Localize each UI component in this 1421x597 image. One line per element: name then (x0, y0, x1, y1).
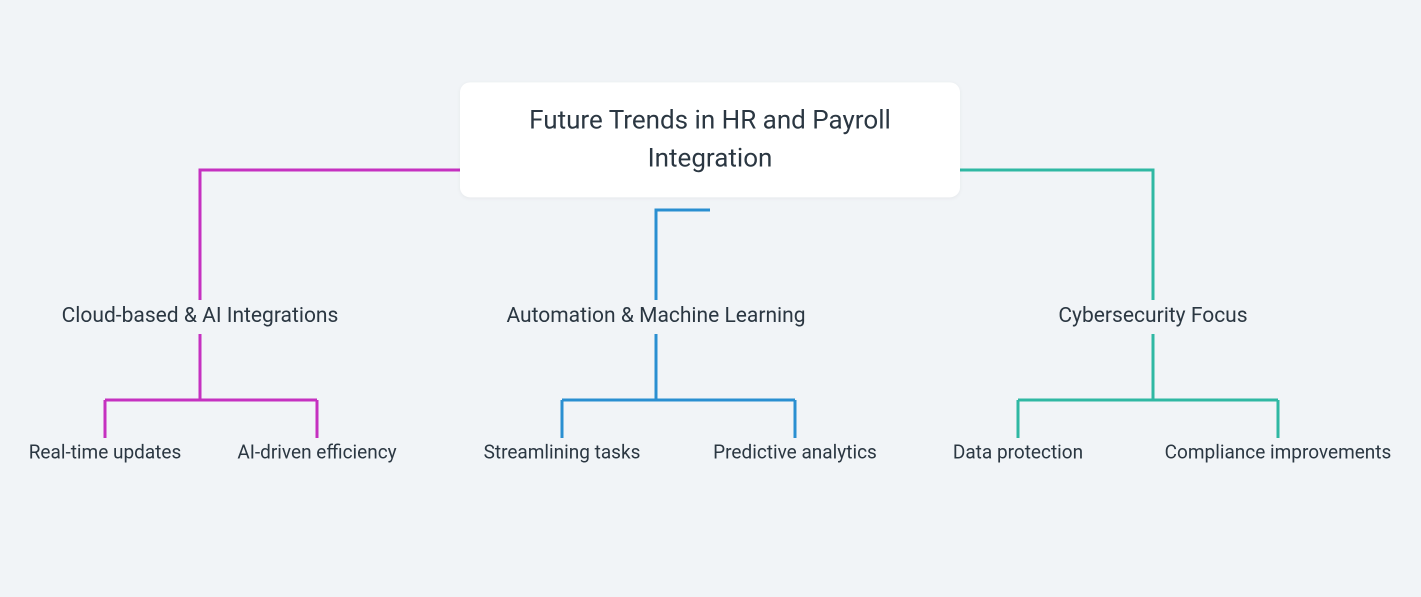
leaf-label: Streamlining tasks (484, 441, 641, 464)
edge-root-to-branch-1 (656, 210, 710, 300)
leaf-label: AI-driven efficiency (237, 441, 396, 464)
leaf-node-2-0: Data protection (953, 441, 1083, 464)
branch-node-1: Automation & Machine Learning (506, 304, 805, 328)
leaf-label: Predictive analytics (713, 441, 877, 464)
leaf-node-1-0: Streamlining tasks (484, 441, 641, 464)
edge-root-to-branch-2 (960, 170, 1153, 300)
branch-node-2: Cybersecurity Focus (1058, 304, 1247, 328)
leaf-node-0-1: AI-driven efficiency (237, 441, 396, 464)
leaf-label: Real-time updates (29, 441, 182, 464)
root-node: Future Trends in HR and Payroll Integrat… (460, 82, 960, 197)
leaf-node-2-1: Compliance improvements (1165, 441, 1392, 464)
branch-label: Cybersecurity Focus (1058, 304, 1247, 328)
leaf-node-1-1: Predictive analytics (713, 441, 877, 464)
root-label: Future Trends in HR and Payroll Integrat… (529, 105, 891, 173)
leaf-node-0-0: Real-time updates (29, 441, 182, 464)
branch-node-0: Cloud-based & AI Integrations (62, 304, 339, 328)
branch-label: Automation & Machine Learning (506, 304, 805, 328)
leaf-label: Compliance improvements (1165, 441, 1392, 464)
edge-root-to-branch-0 (200, 170, 460, 300)
branch-label: Cloud-based & AI Integrations (62, 304, 339, 328)
diagram-canvas: Future Trends in HR and Payroll Integrat… (0, 0, 1421, 597)
leaf-label: Data protection (953, 441, 1083, 464)
